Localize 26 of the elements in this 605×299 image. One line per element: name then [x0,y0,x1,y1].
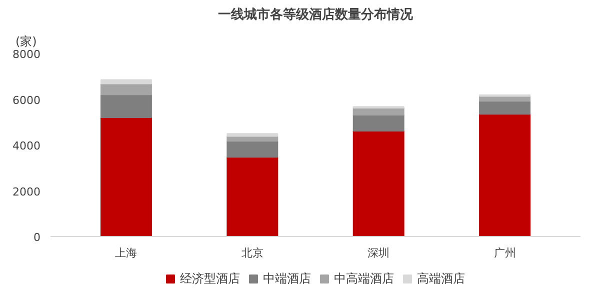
x-tick-label: 上海 [115,246,138,260]
chart-title: 一线城市各等级酒店数量分布情况 [218,6,414,22]
y-tick-label: 2000 [12,185,41,198]
y-tick-label: 6000 [12,94,41,107]
y-tick-label: 4000 [12,140,41,152]
bar [352,130,404,236]
bar [479,114,531,236]
bar [226,156,278,236]
legend-label: 中高端酒店 [334,270,394,287]
y-axis-title: (家) [16,34,37,48]
y-tick-label: 0 [34,231,40,244]
x-tick-label: 广州 [494,246,516,260]
legend-label: 中端酒店 [263,270,311,287]
x-tick-label: 北京 [241,246,264,260]
bar [100,94,152,118]
x-tick-label: 深圳 [368,246,390,260]
bar [100,117,152,236]
bar [352,114,404,132]
bar [226,133,278,137]
legend-label: 经济型酒店 [180,270,240,287]
bar [226,140,278,158]
bar [479,100,531,115]
y-tick-label: 8000 [12,48,41,61]
legend-label: 高端酒店 [417,270,465,287]
bar [100,83,152,96]
bar [100,79,152,84]
